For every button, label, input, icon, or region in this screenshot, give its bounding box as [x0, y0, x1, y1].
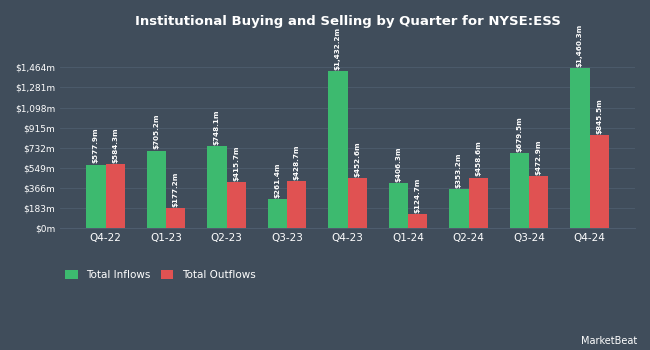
Bar [348, 178, 367, 228]
Bar [207, 146, 227, 228]
Bar [328, 71, 348, 228]
Text: $458.6m: $458.6m [475, 141, 481, 176]
Text: $1,460.3m: $1,460.3m [577, 23, 583, 66]
Bar [287, 181, 306, 228]
Bar [86, 164, 105, 228]
Bar [268, 199, 287, 228]
Bar [227, 182, 246, 228]
Text: $261.4m: $261.4m [274, 162, 280, 198]
Text: $452.6m: $452.6m [354, 141, 360, 177]
Text: $124.7m: $124.7m [415, 177, 421, 213]
Text: $845.5m: $845.5m [596, 98, 602, 134]
Text: $584.3m: $584.3m [112, 127, 118, 162]
Text: MarketBeat: MarketBeat [580, 336, 637, 346]
Text: $177.2m: $177.2m [173, 172, 179, 207]
Text: $577.9m: $577.9m [93, 128, 99, 163]
Text: $1,432.2m: $1,432.2m [335, 27, 341, 70]
Text: $748.1m: $748.1m [214, 109, 220, 145]
Bar [147, 150, 166, 228]
Bar [408, 214, 428, 228]
Text: $353.2m: $353.2m [456, 152, 462, 188]
Title: Institutional Buying and Selling by Quarter for NYSE:ESS: Institutional Buying and Selling by Quar… [135, 15, 560, 28]
Bar [389, 183, 408, 228]
Text: $679.5m: $679.5m [516, 116, 523, 152]
Text: $705.2m: $705.2m [153, 114, 159, 149]
Bar [469, 177, 488, 228]
Text: $415.7m: $415.7m [233, 146, 239, 181]
Bar [449, 189, 469, 228]
Bar [166, 209, 185, 228]
Legend: Total Inflows, Total Outflows: Total Inflows, Total Outflows [65, 270, 255, 280]
Text: $406.3m: $406.3m [395, 147, 401, 182]
Text: $428.7m: $428.7m [294, 144, 300, 180]
Bar [510, 153, 529, 228]
Text: $472.9m: $472.9m [536, 139, 541, 175]
Bar [570, 68, 590, 228]
Bar [105, 164, 125, 228]
Bar [529, 176, 549, 228]
Bar [590, 135, 609, 228]
